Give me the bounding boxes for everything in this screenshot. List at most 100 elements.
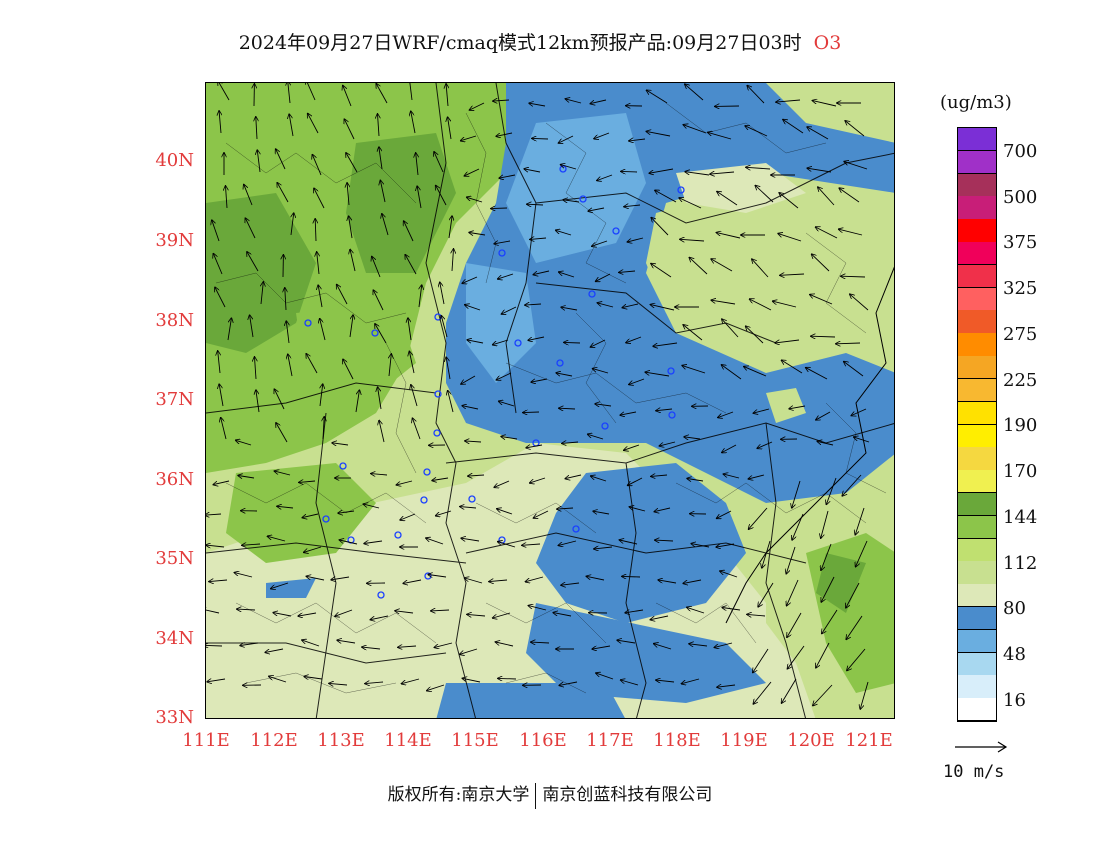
wind-arrow: [461, 538, 480, 541]
wind-arrow: [255, 357, 257, 380]
wind-arrow: [397, 480, 413, 485]
wind-arrow: [404, 221, 414, 242]
wind-arrow: [291, 213, 294, 236]
wind-arrow: [525, 304, 542, 305]
wind-arrow: [528, 336, 545, 340]
station-marker: [677, 186, 685, 194]
wind-arrow: [596, 673, 614, 680]
wind-arrow: [813, 101, 837, 107]
wind-arrow: [596, 273, 611, 281]
legend-label: 48: [1003, 644, 1026, 665]
wind-arrow: [689, 258, 708, 275]
wind-arrow: [221, 418, 227, 440]
wind-arrow: [559, 408, 576, 409]
wind-arrow: [413, 418, 421, 440]
wind-arrow: [530, 238, 547, 239]
wind-arrow: [379, 147, 383, 170]
wind-arrow: [323, 417, 324, 440]
wind-arrow: [498, 273, 514, 279]
wind-arrow: [565, 474, 582, 479]
wind-arrow: [465, 441, 482, 442]
wind-arrow: [242, 544, 261, 545]
wind-arrow: [839, 229, 863, 236]
map-panel: [205, 82, 895, 719]
wind-arrow: [597, 174, 613, 181]
field-blue-bottom: [436, 683, 625, 718]
legend-label: 80: [1003, 598, 1026, 619]
field-blue-south: [526, 603, 766, 703]
legend-swatch: [958, 196, 996, 220]
wind-arrow: [811, 336, 836, 337]
legend-unit: (ug/m3): [940, 92, 1012, 113]
wind-arrow: [586, 576, 605, 581]
wind-arrow: [271, 582, 289, 589]
legend-swatch: [958, 150, 996, 175]
wind-arrow: [592, 645, 611, 649]
wind-arrow: [467, 614, 486, 616]
wind-arrow: [395, 611, 414, 613]
legend-swatch: [958, 652, 996, 676]
legend-swatch: [958, 264, 996, 289]
wind-reference-label: 10 m/s: [943, 762, 1005, 782]
wind-arrow: [469, 233, 486, 236]
wind-arrow: [527, 204, 544, 205]
color-legend-bar: [957, 127, 997, 722]
wind-arrow: [590, 99, 607, 104]
wind-arrow: [787, 579, 799, 606]
wind-arrow: [684, 437, 701, 439]
legend-swatch: [958, 584, 996, 608]
wind-arrow: [722, 365, 742, 380]
copyright-footer: 版权所有:南京大学 南京创蓝科技有限公司: [0, 780, 1100, 809]
wind-arrow: [682, 678, 700, 684]
wind-arrow: [630, 507, 646, 512]
wind-arrow: [400, 513, 416, 520]
wind-arrow: [656, 409, 673, 411]
wind-arrow: [787, 612, 802, 637]
wind-arrow: [591, 339, 606, 347]
wind-arrow: [559, 272, 575, 278]
wind-arrow: [842, 474, 862, 496]
wind-arrow: [856, 540, 868, 567]
wind-arrow: [240, 643, 259, 646]
wind-arrow: [598, 303, 614, 308]
wind-arrow: [651, 305, 675, 311]
wind-arrow: [533, 270, 550, 275]
wind-arrow: [435, 642, 453, 647]
wind-arrow: [559, 540, 577, 545]
lat-label-34n: 34N: [155, 628, 194, 649]
wind-arrow: [494, 480, 510, 487]
wind-arrow: [854, 437, 870, 443]
wind-arrow: [365, 682, 384, 684]
wind-arrow: [448, 117, 452, 140]
wind-arrow: [329, 683, 348, 685]
wind-arrow: [493, 612, 511, 618]
wind-arrow: [206, 609, 220, 614]
legend-swatch: [958, 287, 996, 311]
wind-arrow: [747, 86, 765, 104]
lon-label-112e: 112E: [250, 730, 298, 751]
wind-arrow: [749, 507, 768, 529]
wind-arrow: [355, 390, 359, 413]
wind-arrow: [685, 172, 710, 176]
wind-arrow: [493, 100, 510, 101]
station-marker: [304, 319, 312, 327]
wind-arrow: [346, 153, 358, 173]
wind-arrow: [219, 384, 224, 407]
wind-arrow: [286, 321, 289, 344]
wind-arrow: [750, 299, 772, 311]
field-light-blue-center: [466, 263, 536, 383]
wind-arrow: [619, 271, 636, 272]
station-marker: [339, 462, 347, 470]
lon-label-111e: 111E: [182, 730, 230, 751]
wind-arrow: [753, 681, 772, 704]
wind-arrow: [306, 576, 325, 581]
field-green-central-west: [296, 303, 416, 403]
wind-arrow: [446, 357, 451, 380]
wind-arrow: [344, 119, 355, 140]
wind-arrow: [331, 577, 350, 580]
wind-arrow: [299, 481, 316, 482]
wind-arrow: [651, 264, 672, 278]
field-light-blue-north: [506, 113, 646, 263]
legend-label: 16: [1003, 690, 1026, 711]
wind-arrow: [370, 615, 389, 620]
